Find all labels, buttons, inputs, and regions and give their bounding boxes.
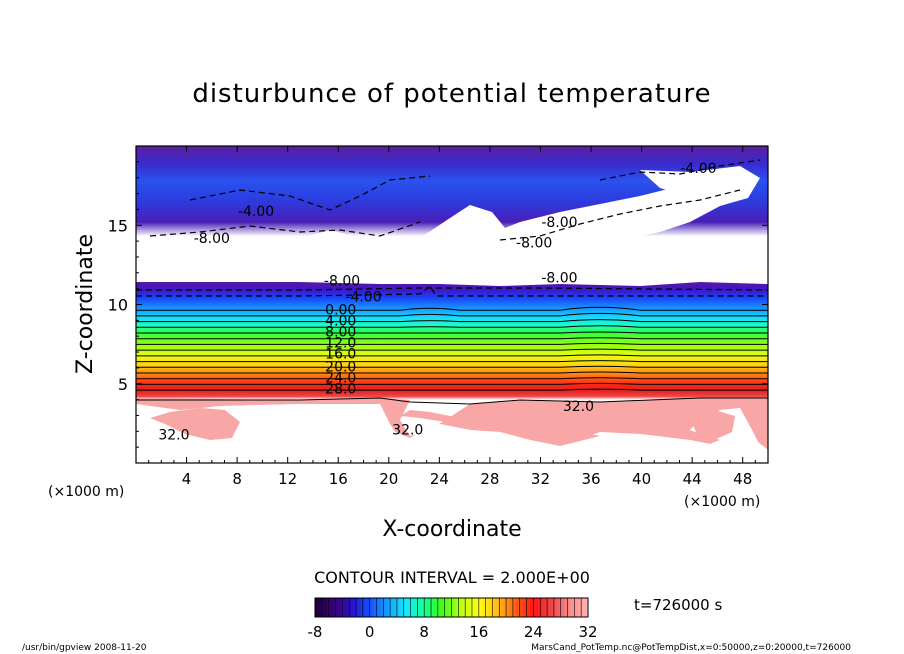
x-tick-label: 24 xyxy=(430,470,449,488)
upper-white-region xyxy=(136,172,755,276)
colorbar-tick-label: 32 xyxy=(578,623,597,641)
contour-label: -4.00 xyxy=(238,204,274,220)
x-axis: 4 8 12 16 20 24 28 32 36 40 44 48 xyxy=(148,146,756,488)
negative-contour-5 xyxy=(136,287,768,291)
x-tick-label: 8 xyxy=(232,470,242,488)
lower-pink-region xyxy=(136,398,768,450)
colorbar-tick-label: 16 xyxy=(469,623,488,641)
contour-label: 4.00 xyxy=(325,313,356,329)
contour-line xyxy=(136,388,768,391)
x-tick-label: 12 xyxy=(278,470,297,488)
contour-label: -4.00 xyxy=(680,161,716,177)
y-tick-label: 10 xyxy=(108,296,128,315)
negative-contour-6 xyxy=(136,285,768,297)
colorbar-tick-label: 8 xyxy=(419,623,429,641)
negative-contour-4 xyxy=(599,159,761,181)
contour-line xyxy=(136,365,768,368)
lower-white-region xyxy=(136,404,768,463)
contour-line xyxy=(136,371,768,374)
contour-label: 32.0 xyxy=(563,399,594,415)
pink-patch-left xyxy=(150,408,240,440)
contour-line xyxy=(136,325,768,328)
x-tick-label: 48 xyxy=(733,470,752,488)
contour-label: 28.0 xyxy=(325,382,356,398)
contour-label: -4.00 xyxy=(345,290,381,306)
colorbar-tick-label: 0 xyxy=(365,623,375,641)
chart-title: disturbunce of potential temperature xyxy=(192,79,711,109)
contour-line xyxy=(136,382,768,385)
contour-labels: -4.00-4.00-8.00-8.00-8.00-8.00-8.00-4.00… xyxy=(158,161,716,443)
contour-line xyxy=(136,319,768,323)
contour-line xyxy=(136,342,768,345)
contour-interval-text: CONTOUR INTERVAL = 2.000E+00 xyxy=(314,568,590,587)
footer-right: MarsCand_PotTemp.nc@PotTempDist,x=0:5000… xyxy=(531,643,851,653)
contour-line xyxy=(136,348,768,351)
x-tick-label: 44 xyxy=(683,470,702,488)
negative-contour-2 xyxy=(189,175,431,211)
y-axis: 5 10 15 xyxy=(108,161,768,448)
x-tick-label: 20 xyxy=(379,470,398,488)
contour-line xyxy=(136,306,768,311)
contour-label: 20.0 xyxy=(325,359,356,375)
contour-line xyxy=(136,337,768,340)
x-unit-label-left: (×1000 m) xyxy=(48,484,124,500)
y-axis-title: Z-coordinate xyxy=(73,234,98,374)
x-tick-label: 28 xyxy=(480,470,499,488)
contour-label: -8.00 xyxy=(541,215,577,231)
y-tick-label: 15 xyxy=(108,216,128,235)
plot-area: -4.00-4.00-8.00-8.00-8.00-8.00-8.00-4.00… xyxy=(136,146,768,463)
x-tick-label: 32 xyxy=(531,470,550,488)
contour-line-32 xyxy=(136,397,768,405)
x-unit-label-right: (×1000 m) xyxy=(684,494,760,510)
contour-label: 8.00 xyxy=(325,324,356,340)
contour-label: 12.0 xyxy=(325,336,356,352)
contour-label: 0.00 xyxy=(325,302,356,318)
x-tick-label: 40 xyxy=(632,470,651,488)
pink-patch-right xyxy=(690,410,735,440)
upper-white-patch xyxy=(640,166,760,200)
pink-patch-mid xyxy=(400,410,600,446)
time-label: t=726000 s xyxy=(634,596,722,614)
contour-label: 32.0 xyxy=(392,423,423,439)
contour-label: 24.0 xyxy=(325,370,356,386)
contour-label: -8.00 xyxy=(541,271,577,287)
contour-lines xyxy=(136,306,768,405)
contour-line xyxy=(136,354,768,357)
colorbar-tick-label: -8 xyxy=(308,623,323,641)
negative-contour-3 xyxy=(499,189,741,241)
x-tick-label: 4 xyxy=(182,470,192,488)
contour-line xyxy=(136,312,768,317)
colorbar-ticks: -8 0 8 16 24 32 xyxy=(308,598,598,641)
contour-label: -8.00 xyxy=(516,236,552,252)
contour-label: -8.00 xyxy=(324,274,360,290)
contour-line xyxy=(136,360,768,363)
x-tick-label: 16 xyxy=(329,470,348,488)
contour-line xyxy=(136,331,768,334)
colorbar-tick-label: 24 xyxy=(524,623,543,641)
x-axis-title: X-coordinate xyxy=(382,517,521,542)
x-tick-label: 36 xyxy=(581,470,600,488)
contour-label: 16.0 xyxy=(325,347,356,363)
mid-white-region xyxy=(136,256,768,286)
contour-label: 32.0 xyxy=(158,427,189,443)
contour-label: -8.00 xyxy=(194,231,230,247)
footer-left: /usr/bin/gpview 2008-11-20 xyxy=(22,643,147,653)
negative-contour-1 xyxy=(149,221,421,237)
contour-line xyxy=(136,377,768,380)
y-tick-label: 5 xyxy=(118,375,128,394)
